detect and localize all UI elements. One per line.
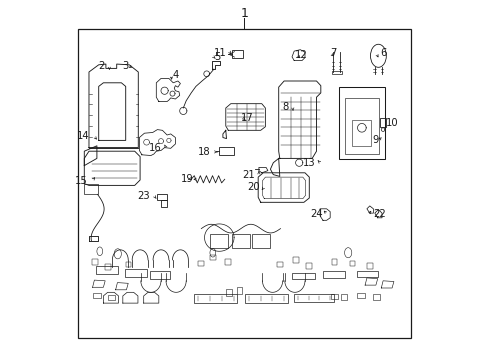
Bar: [291, 273, 315, 279]
Bar: [338, 87, 384, 159]
Bar: [84, 184, 98, 194]
Bar: [237, 287, 241, 294]
Text: 6: 6: [380, 48, 386, 58]
Bar: [225, 259, 231, 265]
Text: 12: 12: [294, 50, 307, 60]
Text: 1: 1: [240, 7, 248, 20]
Text: 13: 13: [303, 158, 315, 168]
Text: 18: 18: [197, 147, 210, 157]
Text: 10: 10: [385, 118, 398, 128]
Bar: [218, 147, 233, 155]
Bar: [210, 234, 228, 248]
Text: 20: 20: [246, 182, 259, 192]
Bar: [108, 295, 115, 300]
Bar: [331, 71, 341, 74]
Bar: [125, 269, 146, 277]
Bar: [161, 200, 167, 207]
Bar: [244, 294, 287, 303]
Text: 11: 11: [213, 48, 226, 58]
Text: 22: 22: [373, 209, 386, 219]
Bar: [150, 271, 170, 279]
Bar: [125, 262, 131, 267]
Text: 5: 5: [214, 51, 220, 62]
Bar: [340, 294, 347, 300]
Bar: [251, 234, 269, 248]
Bar: [356, 293, 364, 298]
Bar: [292, 257, 298, 263]
Bar: [276, 262, 282, 267]
Text: 3: 3: [122, 60, 128, 71]
Bar: [104, 264, 110, 270]
Bar: [349, 261, 355, 266]
Bar: [209, 255, 215, 260]
Bar: [92, 259, 98, 265]
Bar: [157, 194, 167, 200]
Text: 2: 2: [98, 60, 104, 71]
Bar: [198, 261, 204, 266]
Text: 23: 23: [137, 191, 150, 201]
Bar: [92, 293, 101, 298]
Text: 19: 19: [180, 174, 193, 184]
Bar: [231, 50, 243, 58]
Bar: [231, 234, 249, 248]
Bar: [306, 263, 311, 269]
Bar: [373, 294, 379, 300]
Text: 4: 4: [172, 69, 178, 80]
Text: 7: 7: [330, 48, 336, 58]
Text: 21: 21: [242, 170, 254, 180]
Bar: [366, 263, 372, 269]
Text: 8: 8: [282, 102, 288, 112]
Bar: [194, 294, 237, 303]
Text: 17: 17: [241, 113, 253, 123]
Bar: [379, 118, 386, 127]
Text: 16: 16: [149, 143, 162, 153]
Text: 24: 24: [310, 209, 322, 219]
Bar: [96, 266, 118, 274]
Bar: [330, 294, 337, 299]
Bar: [322, 271, 344, 278]
Bar: [356, 271, 377, 277]
Text: 14: 14: [77, 131, 89, 141]
Text: 15: 15: [75, 176, 88, 186]
Bar: [352, 120, 370, 146]
Bar: [331, 259, 337, 265]
Bar: [294, 294, 333, 302]
Bar: [226, 289, 231, 296]
Bar: [344, 98, 378, 154]
Bar: [78, 29, 410, 338]
Text: 9: 9: [372, 135, 378, 145]
